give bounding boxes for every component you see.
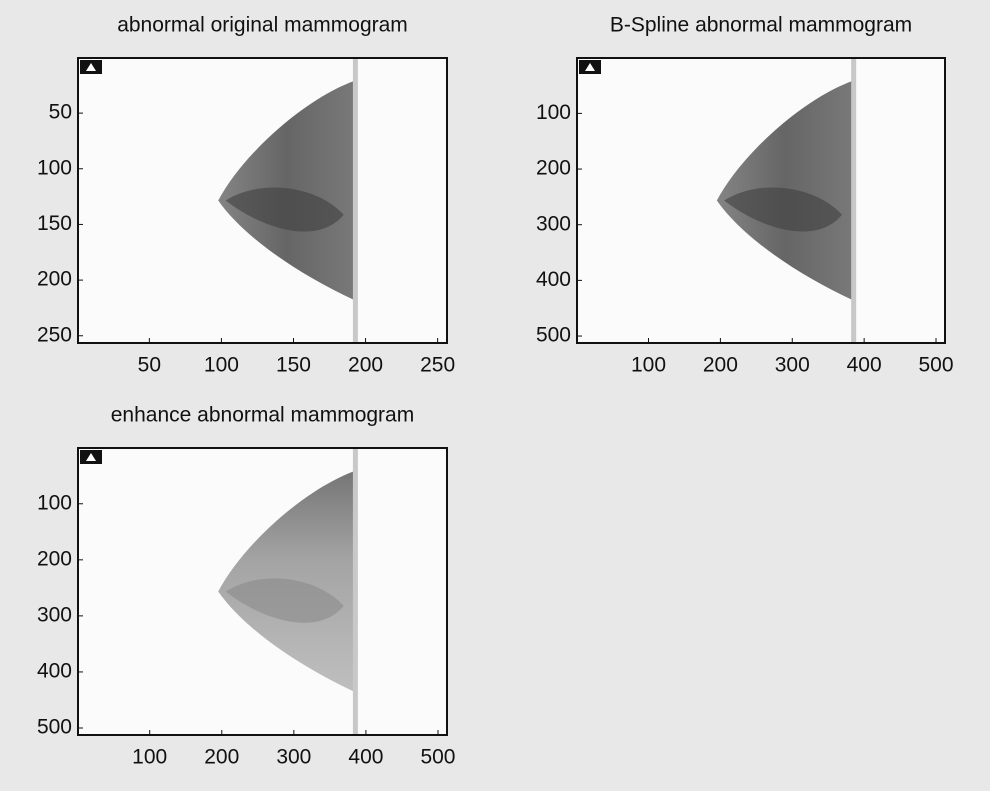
x-tick-label: 500 bbox=[420, 746, 455, 769]
panel-title: enhance abnormal mammogram bbox=[111, 404, 414, 427]
x-tick-label: 300 bbox=[276, 746, 311, 769]
y-tick-label: 300 bbox=[536, 212, 571, 235]
x-tick-label: 300 bbox=[775, 354, 810, 377]
x-tick-label: 400 bbox=[348, 746, 383, 769]
panel-title: abnormal original mammogram bbox=[117, 14, 408, 37]
y-tick-label: 100 bbox=[536, 101, 571, 124]
x-tick-label: 200 bbox=[204, 746, 239, 769]
y-tick-label: 500 bbox=[536, 324, 571, 347]
x-tick-label: 500 bbox=[918, 354, 953, 377]
y-tick-label: 150 bbox=[37, 212, 72, 235]
y-tick-label: 100 bbox=[37, 491, 72, 514]
x-tick-label: 50 bbox=[138, 354, 161, 377]
edge-strip bbox=[353, 58, 358, 343]
edge-strip bbox=[851, 58, 856, 343]
x-tick-label: 100 bbox=[204, 354, 239, 377]
panel-title: B-Spline abnormal mammogram bbox=[610, 14, 912, 37]
y-tick-label: 50 bbox=[49, 101, 72, 124]
y-tick-label: 200 bbox=[37, 268, 72, 291]
x-tick-label: 200 bbox=[703, 354, 738, 377]
figure: abnormal original mammogram 50 100 150 200 25… bbox=[0, 0, 990, 791]
x-tick-label: 150 bbox=[276, 354, 311, 377]
x-tick-label: 200 bbox=[348, 354, 383, 377]
y-tick-label: 200 bbox=[536, 157, 571, 180]
y-tick-label: 400 bbox=[536, 268, 571, 291]
y-tick-label: 400 bbox=[37, 659, 72, 682]
edge-strip bbox=[353, 448, 358, 735]
y-tick-label: 100 bbox=[37, 156, 72, 179]
x-tick-label: 250 bbox=[420, 354, 455, 377]
y-tick-label: 500 bbox=[37, 716, 72, 739]
x-tick-label: 400 bbox=[847, 354, 882, 377]
y-tick-label: 300 bbox=[37, 603, 72, 626]
y-tick-label: 200 bbox=[37, 547, 72, 570]
y-tick-label: 250 bbox=[37, 323, 72, 346]
x-tick-label: 100 bbox=[631, 354, 666, 377]
x-tick-label: 100 bbox=[132, 746, 167, 769]
